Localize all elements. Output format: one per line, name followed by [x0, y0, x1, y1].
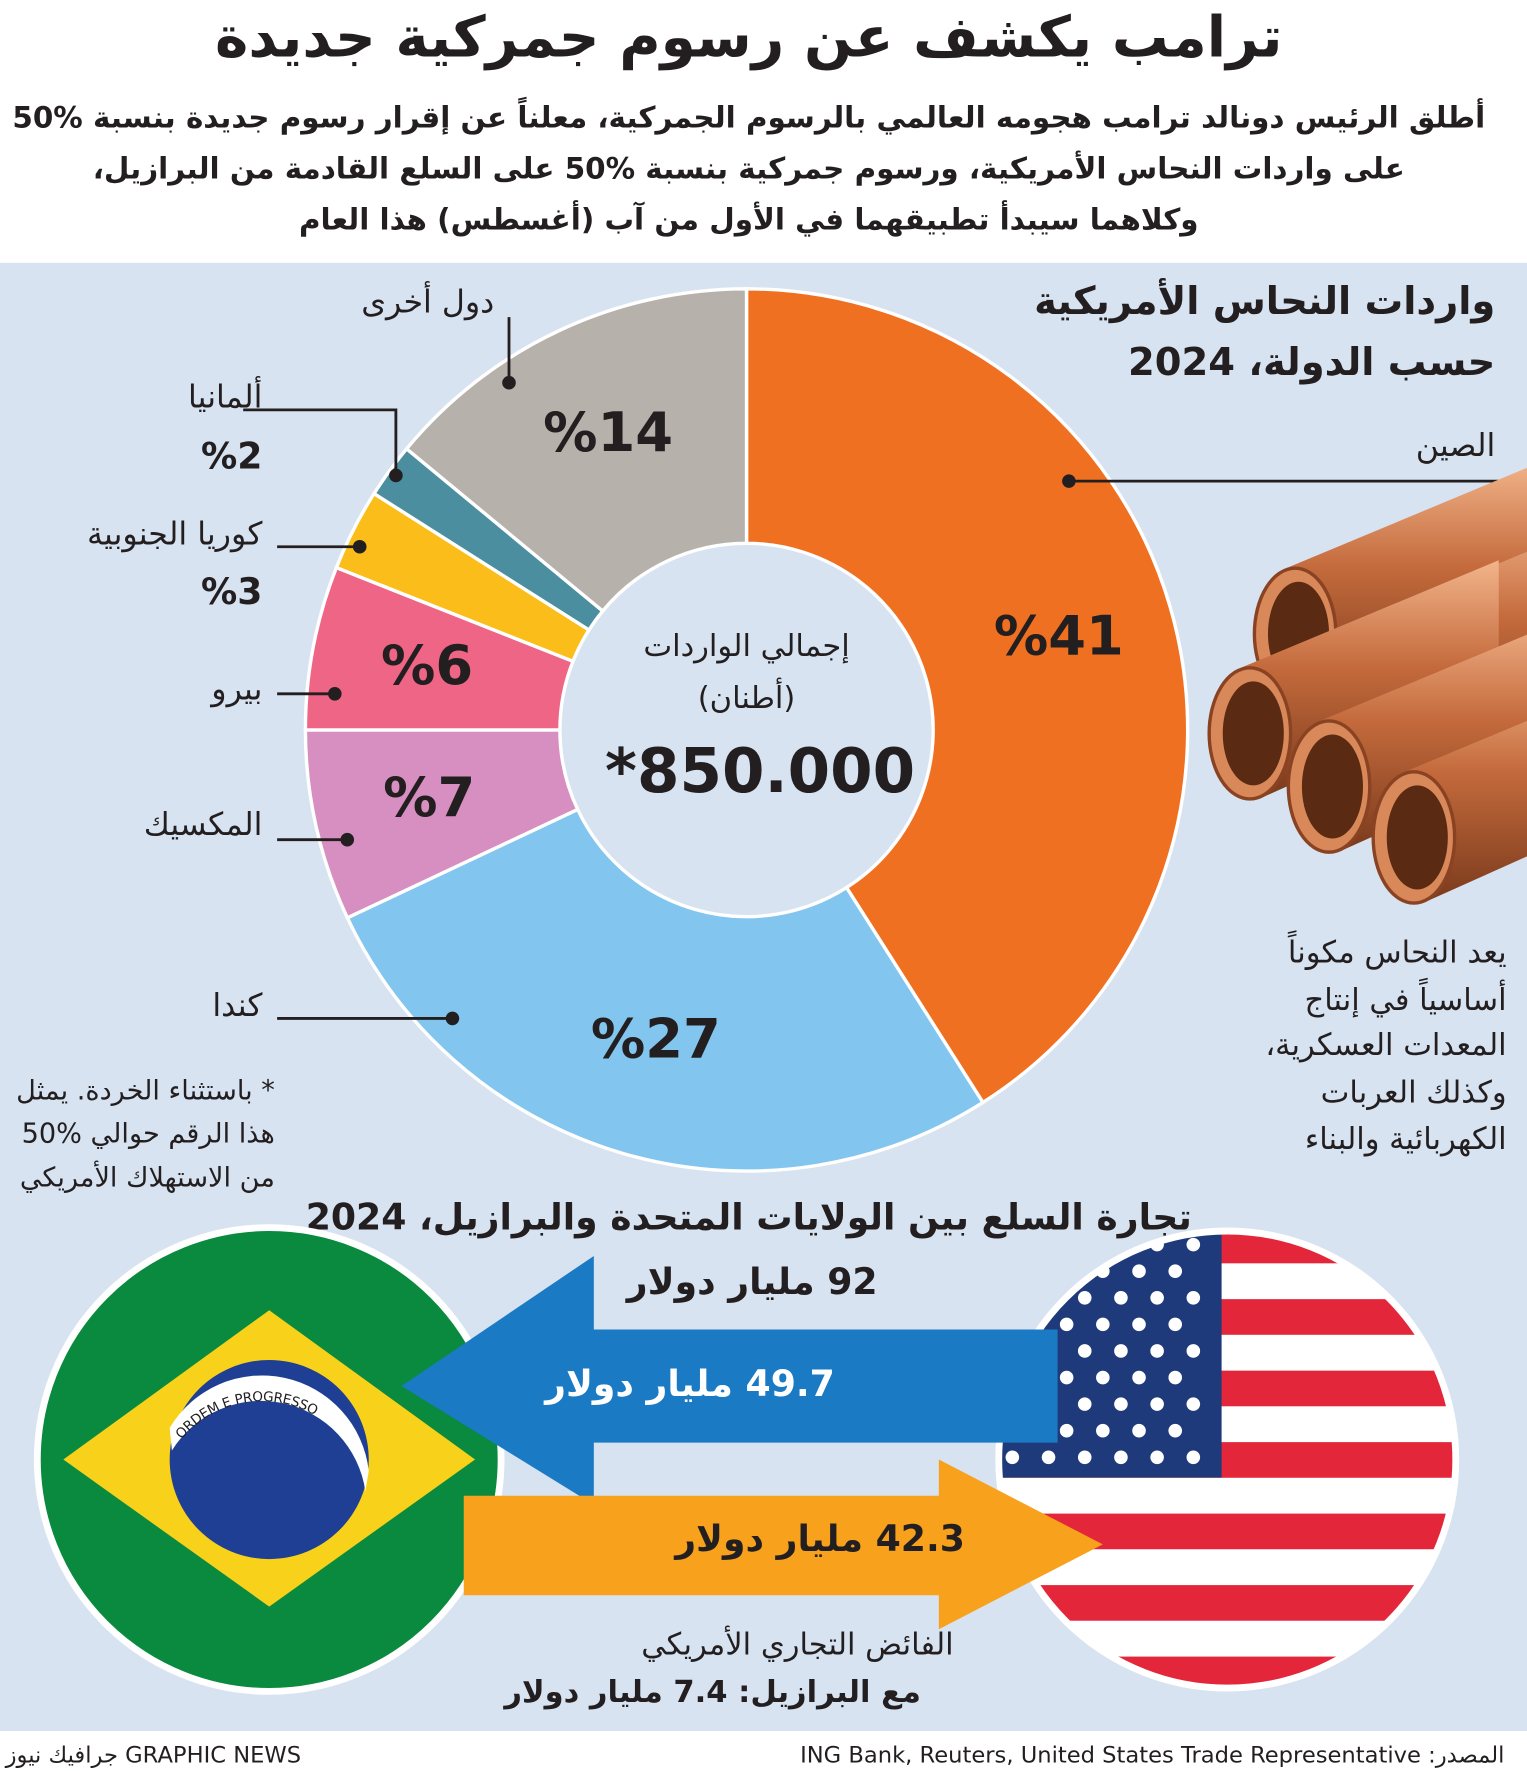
- arrow-brazil-to-us: [463, 1459, 1103, 1630]
- flag-star: [1150, 1344, 1164, 1358]
- flag-star: [1005, 1450, 1020, 1465]
- value-label: %2: [201, 435, 262, 478]
- slice: [345, 807, 986, 1173]
- subtitle: وكلاهما سيبدأ تطبيقهما في الأول من آب (أ…: [299, 200, 1199, 237]
- flag-stripe: [1001, 1585, 1454, 1621]
- leader-dot: [328, 686, 342, 701]
- value-label: %6: [381, 634, 473, 697]
- footnote: * باستثناء الخردة. يمثل: [16, 1075, 275, 1106]
- flag-star: [1041, 1450, 1056, 1465]
- brand: GRAPHIC NEWS جرافيك نيوز: [5, 1742, 301, 1768]
- leader-line: [243, 408, 398, 476]
- flag-star: [1150, 1291, 1164, 1305]
- note: المعدات العسكرية،: [1265, 1028, 1506, 1063]
- slice: [404, 287, 749, 614]
- flag-star: [1077, 1397, 1092, 1411]
- value-label: %14: [543, 401, 673, 464]
- pipe-hole: [1222, 681, 1284, 786]
- note: أساسياً في إنتاج: [1305, 977, 1507, 1018]
- leader-dot: [389, 468, 403, 483]
- flag-star: [1150, 1397, 1164, 1411]
- flag-star: [1132, 1370, 1146, 1385]
- flag-star: [1096, 1423, 1110, 1438]
- note: يعد النحاس مكوناً: [1288, 930, 1507, 971]
- pipe-hole: [1301, 734, 1363, 839]
- source: المصدر: ING Bank, Reuters, United States…: [800, 1742, 1504, 1768]
- leader-dot: [502, 375, 516, 390]
- footnote: من الاستهلاك الأمريكي: [20, 1160, 275, 1194]
- note: الكهربائية والبناء: [1305, 1122, 1507, 1157]
- leader-dot: [340, 832, 355, 847]
- pipe-body: [1320, 634, 1527, 853]
- flag-star: [1114, 1344, 1128, 1358]
- surplus: الفائض التجاري الأمريكي: [641, 1625, 953, 1663]
- footnote: هذا الرقم حوالي %50: [22, 1118, 275, 1149]
- flag-star: [1077, 1344, 1092, 1358]
- center-label: إجمالي الواردات: [643, 629, 849, 664]
- chart-title: واردات النحاس الأمريكية: [1034, 277, 1495, 324]
- flag-star: [1150, 1450, 1164, 1465]
- value-label: %41: [994, 604, 1124, 667]
- subtitle: على واردات النحاس الأمريكية، ورسوم جمركي…: [93, 151, 1405, 186]
- copper-pipes: [1207, 467, 1527, 905]
- flag-star: [1168, 1370, 1183, 1385]
- center-value: *850.000: [605, 736, 915, 807]
- donut: الصين %41 كندا %27 المكسيك %7 بيرو %6 كوريا الجن…: [87, 281, 1505, 1173]
- category-label: المكسيك: [144, 807, 263, 843]
- flag-star: [1077, 1291, 1092, 1305]
- trade-title: تجارة السلع بين الولايات المتحدة والبراز…: [306, 1196, 1192, 1239]
- brazil-exports: 42.3 مليار دولار: [673, 1517, 965, 1560]
- flag-star: [1186, 1397, 1201, 1411]
- center-label: (أطنان): [698, 677, 796, 716]
- arrow-us-to-brazil: [401, 1255, 1058, 1505]
- flag-star: [1077, 1450, 1092, 1465]
- flag-star: [1114, 1397, 1128, 1411]
- title: ترامب يكشف عن رسوم جمركية جديدة: [215, 6, 1282, 71]
- category-label: الصين: [1416, 428, 1496, 464]
- slice: [744, 287, 1190, 1105]
- value-label: %3: [201, 570, 262, 613]
- subtitle: أطلق الرئيس دونالد ترامب هجومه العالمي ب…: [12, 96, 1485, 135]
- leader-dot: [352, 539, 367, 554]
- flag-star: [1186, 1450, 1201, 1465]
- surplus: مع البرازيل: 7.4 مليار دولار: [502, 1675, 921, 1710]
- flag-star: [1059, 1370, 1074, 1385]
- flag-star: [1132, 1317, 1146, 1332]
- leader-dot: [1062, 474, 1076, 488]
- flag-star: [1186, 1237, 1201, 1252]
- leader-dot: [445, 1011, 460, 1026]
- footer-bg: [0, 1731, 1527, 1771]
- flag-star: [1059, 1423, 1074, 1438]
- header-bg: [0, 0, 1527, 263]
- pipe-hole: [1386, 785, 1448, 890]
- us-flag: [995, 1227, 1460, 1692]
- note: وكذلك العربات: [1321, 1076, 1507, 1111]
- flag-star: [1114, 1291, 1128, 1305]
- category-label: كوريا الجنوبية: [87, 516, 263, 552]
- us-exports: 49.7 مليار دولار: [543, 1362, 835, 1405]
- flag-star: [1168, 1317, 1183, 1332]
- category-label: كندا: [212, 988, 263, 1024]
- flag-star: [1168, 1264, 1183, 1278]
- category-label: دول أخرى: [361, 281, 494, 321]
- value-label: %27: [591, 1007, 721, 1070]
- chart-title: حسب الدولة، 2024: [1128, 340, 1495, 385]
- category-label: بيرو: [209, 671, 262, 707]
- value-label: %7: [383, 766, 475, 829]
- flag-star: [1132, 1264, 1146, 1278]
- flag-stripe: [1001, 1477, 1454, 1514]
- flag-star: [1186, 1344, 1201, 1358]
- flag-star: [1168, 1423, 1183, 1438]
- trade-total: 92 مليار دولار: [625, 1260, 878, 1303]
- flag-star: [1059, 1317, 1074, 1332]
- brazil-flag: ORDEM E PROGRESSO: [33, 1224, 505, 1695]
- flag-star: [1132, 1423, 1146, 1438]
- flag-star: [1096, 1370, 1110, 1385]
- flag-star: [1096, 1317, 1110, 1332]
- flag-star: [1114, 1450, 1128, 1465]
- flag-star: [1186, 1291, 1201, 1305]
